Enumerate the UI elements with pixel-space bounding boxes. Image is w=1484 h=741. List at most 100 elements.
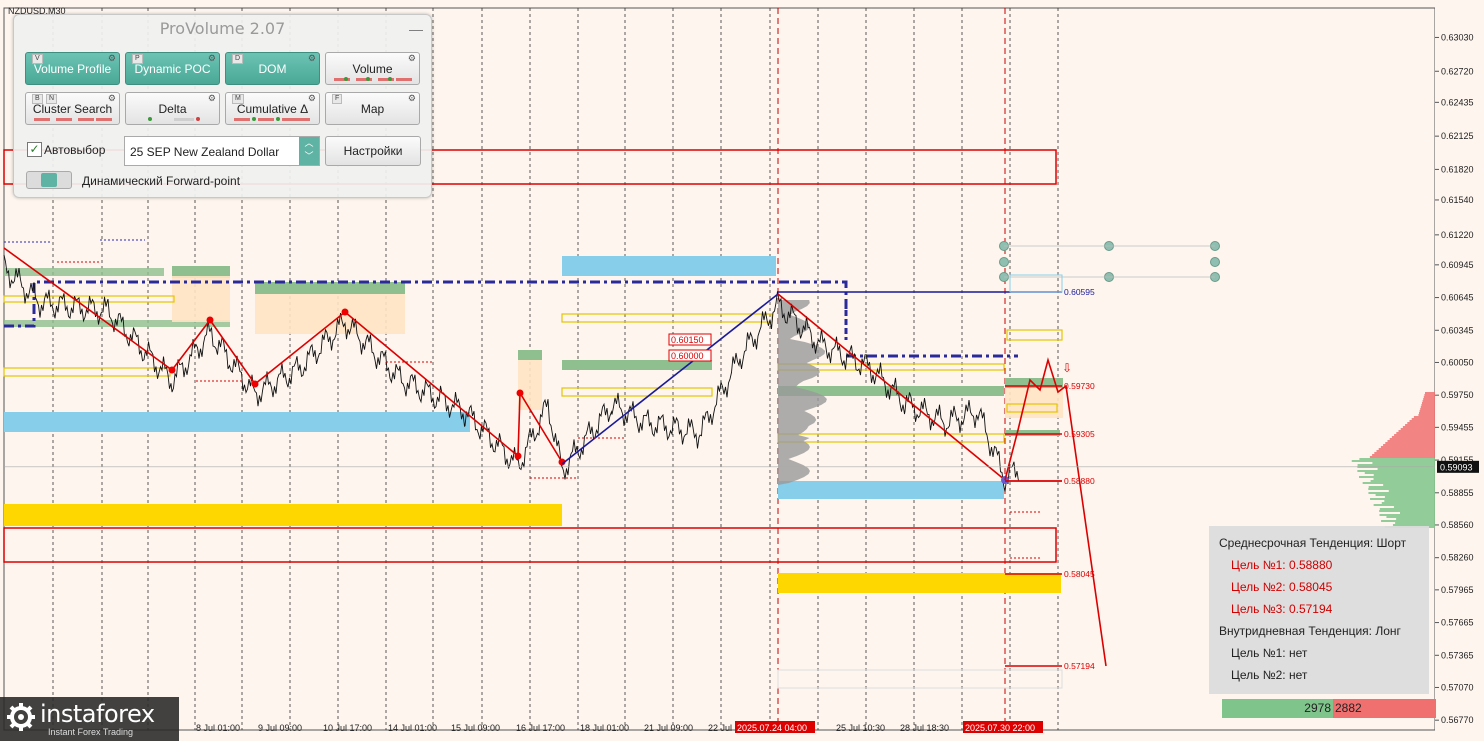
dom-bar <box>1392 524 1435 526</box>
zigzag-node <box>341 308 349 316</box>
dynamic-poc-button[interactable]: P ⚙ Dynamic POC <box>125 52 220 85</box>
time-tick-label: 25 Jul 10:30 <box>836 723 885 733</box>
zigzag-red <box>777 293 1006 481</box>
autoselect-checkbox[interactable]: ✓ <box>27 142 42 157</box>
logo-name: instaforex <box>40 700 155 728</box>
indicator-bars <box>134 117 212 121</box>
contract-select[interactable]: 25 SEP New Zealand Dollar ︿ ﹀ <box>124 136 320 166</box>
dom-bar <box>1424 394 1435 396</box>
dom-bar <box>1419 410 1435 412</box>
resistance-box <box>3 149 1057 185</box>
medium-target-3: Цель №3: 0.57194 <box>1231 602 1333 616</box>
gear-icon[interactable]: ⚙ <box>407 93 416 103</box>
minimize-button[interactable]: — <box>409 21 423 37</box>
price-tick-label: 0.57365 <box>1441 650 1474 660</box>
price-tick-label: 0.58855 <box>1441 488 1474 498</box>
target-level-label: 0.57194 <box>1064 661 1095 671</box>
down-arrow-icon: ⇩ <box>1062 361 1072 375</box>
zigzag-node <box>514 452 522 460</box>
zigzag-node <box>516 389 524 397</box>
annotation-box <box>668 349 712 362</box>
price-tick-label: 0.59455 <box>1441 422 1474 432</box>
gear-icon[interactable]: ⚙ <box>107 93 116 103</box>
demand-zone <box>778 481 1004 499</box>
panel-title: ProVolume 2.07 <box>159 19 286 38</box>
forward-point-toggle[interactable] <box>26 171 72 189</box>
dom-bar <box>1422 400 1435 402</box>
indicator-bars <box>34 118 112 121</box>
dom-bar <box>1368 492 1435 494</box>
dom-bar <box>1373 474 1435 476</box>
price-tick-label: 0.62720 <box>1441 66 1474 76</box>
annotation-box <box>668 333 712 346</box>
dom-bar <box>1380 446 1435 448</box>
settings-button[interactable]: Настройки <box>325 136 421 166</box>
time-tick-label: 22 Jul <box>708 723 732 733</box>
delta-button[interactable]: ⚙ Delta <box>125 92 220 125</box>
dom-bar <box>1381 502 1435 504</box>
dom-bar <box>1422 402 1435 404</box>
target-level-label: 0.59305 <box>1064 429 1095 439</box>
intraday-trend-label: Внутридневная Тенденция: Лонг <box>1219 624 1401 638</box>
volume-zone <box>562 360 712 370</box>
dom-bar <box>1359 476 1435 478</box>
dom-bar <box>1369 456 1435 458</box>
cumulative-delta-button[interactable]: M ⚙ Cumulative Δ <box>225 92 320 125</box>
range-zone <box>518 360 542 410</box>
price-tick-label: 0.59155 <box>1441 455 1474 465</box>
time-tick-label: 2025.07.30 22:00 <box>965 723 1035 733</box>
price-tick-label: 0.57070 <box>1441 682 1474 692</box>
time-tick-label: 28 Jul 18:30 <box>900 723 949 733</box>
price-tick-label: 0.60645 <box>1441 293 1474 303</box>
dom-bar <box>1373 478 1435 480</box>
dom-bar <box>1418 414 1435 416</box>
dom-bar <box>1374 452 1435 454</box>
gear-icon[interactable]: ⚙ <box>107 53 116 63</box>
demand-zone <box>4 412 470 432</box>
dom-button[interactable]: D ⚙ DOM <box>225 52 320 85</box>
volume-button[interactable]: ⚙ Volume <box>325 52 420 85</box>
logo-tagline: Instant Forex Trading <box>48 727 134 737</box>
indicator-bars <box>234 117 312 121</box>
gear-icon[interactable]: ⚙ <box>207 93 216 103</box>
volume-zone <box>172 266 230 278</box>
dom-bar <box>1391 436 1435 438</box>
dom-bar <box>1398 430 1435 432</box>
gear-icon[interactable]: ⚙ <box>307 53 316 63</box>
level-box <box>1006 329 1063 341</box>
dom-bar <box>1351 460 1435 462</box>
gear-icon[interactable]: ⚙ <box>307 93 316 103</box>
dom-bar <box>1405 424 1435 426</box>
dom-bar <box>1388 490 1435 492</box>
dom-bar <box>1359 458 1435 460</box>
dom-bar <box>1423 398 1435 400</box>
cluster-search-button[interactable]: B N ⚙ Cluster Search <box>25 92 120 125</box>
spinner-icon[interactable]: ︿ ﹀ <box>299 137 319 165</box>
dom-bar <box>1420 408 1435 410</box>
price-tick-label: 0.57965 <box>1441 585 1474 595</box>
time-tick-label: 16 Jul 17:00 <box>516 723 565 733</box>
zigzag-blue <box>561 293 779 465</box>
price-tick-label: 0.61540 <box>1441 195 1474 205</box>
dom-bar <box>1378 448 1435 450</box>
target-level-label: 0.59730 <box>1064 381 1095 391</box>
dom-bar <box>1386 516 1435 518</box>
gear-icon[interactable]: ⚙ <box>407 53 416 63</box>
gear-logo-icon <box>7 703 35 731</box>
dom-bar <box>1362 482 1435 484</box>
current-price-badge <box>1437 460 1479 473</box>
gear-icon[interactable]: ⚙ <box>207 53 216 63</box>
dom-bar <box>1384 500 1435 502</box>
provolume-panel[interactable]: ProVolume 2.07 — V ⚙ Volume Profile P ⚙ Dyna… <box>13 14 432 198</box>
zigzag-node <box>251 380 259 388</box>
price-tick-label: 0.60050 <box>1441 357 1474 367</box>
level-box <box>561 313 773 323</box>
dom-bar <box>1379 510 1435 512</box>
volume-profile-button[interactable]: V ⚙ Volume Profile <box>25 52 120 85</box>
map-button[interactable]: F ⚙ Map <box>325 92 420 125</box>
dom-bar <box>1420 406 1435 408</box>
instaforex-logo: instaforex Instant Forex Trading <box>0 697 179 741</box>
range-zone <box>255 294 405 334</box>
grid-node <box>999 257 1009 267</box>
